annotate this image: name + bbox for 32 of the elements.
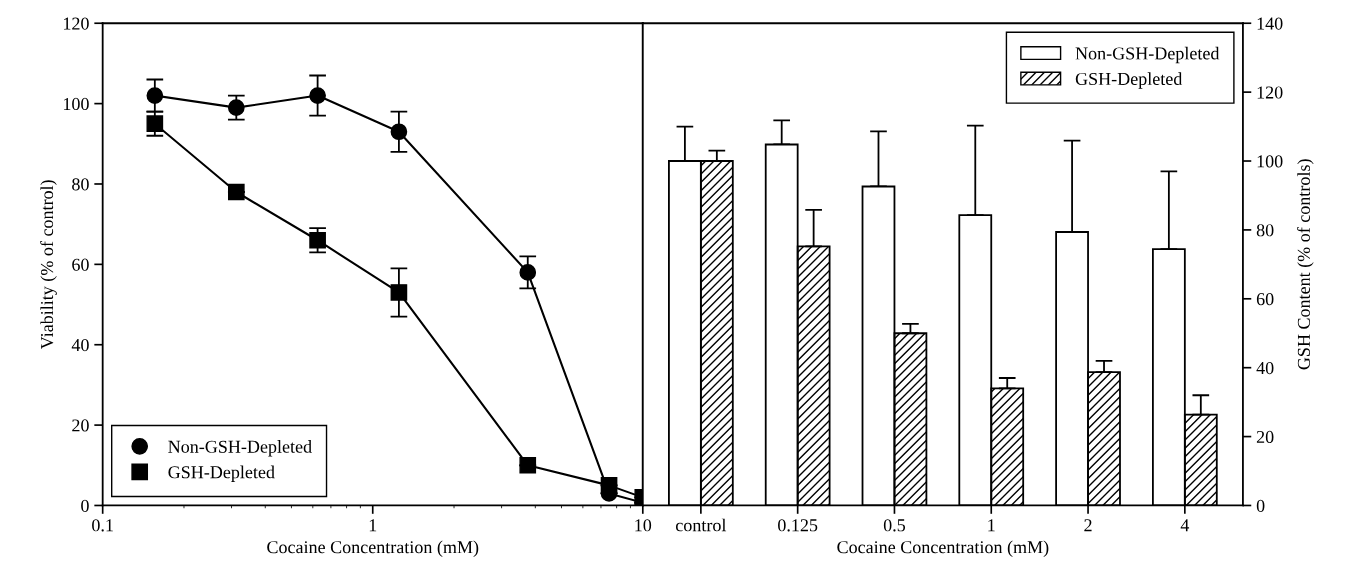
x-tick-label: 0.125 (778, 519, 818, 532)
legend-label: GSH-Depleted (168, 465, 275, 482)
x-tick-label: 4 (1180, 519, 1190, 532)
x-tick-label: 1 (988, 519, 995, 532)
x-tick-label: 0.5 (883, 519, 906, 532)
x-tick-label: 0.1 (92, 519, 113, 532)
y2-tick-label: 100 (1257, 155, 1283, 168)
y-tick-label: 0 (81, 499, 89, 512)
x-axis-title: Cocaine Concentration (mM) (267, 540, 479, 557)
y2-tick-label: 140 (1257, 17, 1283, 30)
y-tick-label: 100 (63, 97, 89, 111)
x-tick-label: 10 (635, 519, 652, 532)
legend-label: Non-GSH-Depleted (168, 440, 312, 457)
y2-tick-label: 0 (1256, 499, 1265, 512)
y-tick-label: 20 (72, 419, 89, 432)
y2-tick-label: 60 (1256, 293, 1274, 306)
legend-label: GSH-Depleted (1075, 72, 1183, 89)
y-tick-label: 80 (72, 178, 89, 191)
y-tick-label: 120 (63, 17, 89, 30)
x-tick-label: 2 (1084, 519, 1092, 532)
y2-tick-label: 80 (1256, 224, 1274, 237)
x-tick-label: 1 (369, 519, 377, 532)
y2-tick-label: 20 (1256, 430, 1274, 444)
legend-label: Non-GSH-Depleted (1075, 46, 1220, 64)
y2-axis-title: GSH Content (% of controls) (1297, 159, 1314, 370)
y-tick-label: 60 (72, 258, 89, 271)
x-axis-title: Cocaine Concentration (mM) (837, 540, 1049, 557)
y-tick-label: 40 (71, 338, 89, 352)
x-tick-label: control (675, 518, 727, 532)
y-axis-title: Viability (% of control) (40, 180, 57, 350)
y2-tick-label: 40 (1256, 361, 1274, 375)
y2-tick-label: 120 (1257, 86, 1283, 99)
